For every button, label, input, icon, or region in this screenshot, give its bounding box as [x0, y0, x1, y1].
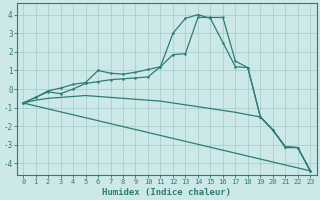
X-axis label: Humidex (Indice chaleur): Humidex (Indice chaleur)	[102, 188, 231, 197]
